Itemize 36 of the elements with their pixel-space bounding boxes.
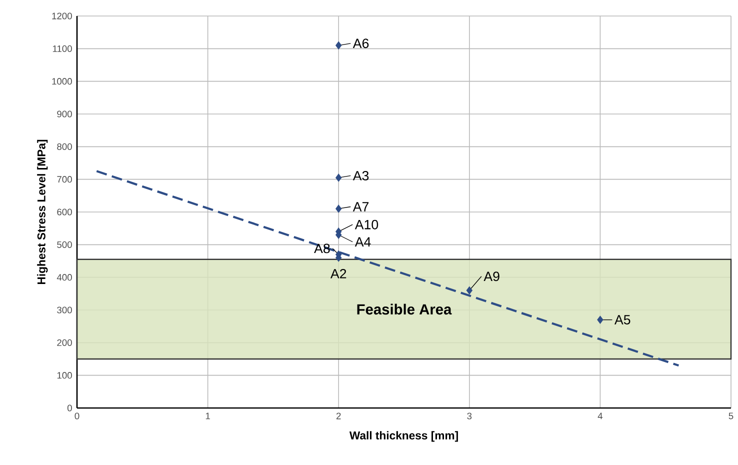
annotation: A10 <box>354 220 378 230</box>
y-tick-label: 200 <box>57 339 72 346</box>
x-axis-title: Wall thickness [mm] <box>349 431 458 442</box>
y-tick-label: 400 <box>56 274 72 281</box>
annotation: A8 <box>314 244 330 254</box>
annotation: A2 <box>330 269 346 278</box>
y-tick-label: 700 <box>57 176 72 183</box>
point <box>336 41 342 50</box>
y-tick-label: 1200 <box>52 12 72 20</box>
x-tick-label: 1 <box>206 412 210 420</box>
annotation: A5 <box>614 315 630 324</box>
y-tick-label: 1100 <box>52 45 72 52</box>
x-tick-label: 2 <box>336 412 341 420</box>
point <box>466 286 472 294</box>
annotation: A7 <box>352 202 369 212</box>
y-axis-title: Highest Stress Level [MPa] <box>37 140 48 284</box>
x-tick-label: 4 <box>598 412 603 420</box>
y-tick-label: 600 <box>57 208 72 216</box>
band-label: Feasible Area <box>357 304 452 315</box>
annotation: A9 <box>484 272 500 282</box>
annotation: A4 <box>354 237 371 246</box>
y-tick-label: 1000 <box>52 78 72 85</box>
x-tick-label: 0 <box>74 412 80 420</box>
point <box>336 204 342 213</box>
y-tick-label: 800 <box>57 143 72 150</box>
x-tick-label: 3 <box>467 412 472 420</box>
annotation: A6 <box>352 38 369 48</box>
y-tick-label: 100 <box>57 372 72 379</box>
y-tick-label: 0 <box>67 404 72 412</box>
y-tick-label: 900 <box>57 110 72 118</box>
point <box>336 174 342 182</box>
y-tick-label: 500 <box>57 241 72 248</box>
point <box>597 316 604 324</box>
x-tick-label: 5 <box>728 412 734 420</box>
annotation: A3 <box>352 170 369 180</box>
y-tick-label: 300 <box>57 306 72 314</box>
